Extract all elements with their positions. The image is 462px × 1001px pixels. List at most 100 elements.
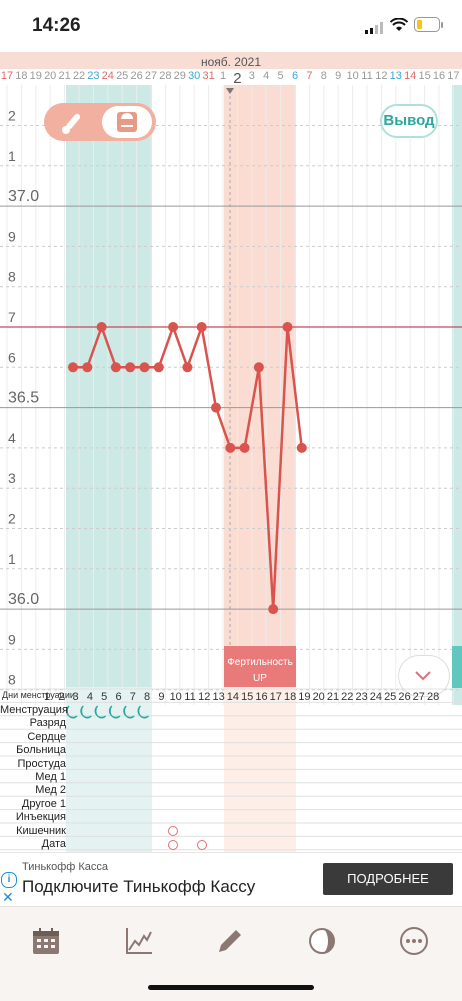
ad-more-button[interactable]: ПОДРОБНЕЕ bbox=[323, 863, 453, 895]
date-label[interactable]: 18 bbox=[15, 70, 28, 82]
date-label[interactable]: 5 bbox=[277, 70, 284, 82]
date-icon bbox=[197, 840, 207, 850]
date-label[interactable]: 7 bbox=[306, 70, 313, 82]
cycle-day-number: 5 bbox=[101, 691, 107, 703]
pencil-icon[interactable] bbox=[215, 926, 247, 958]
scale-icon[interactable] bbox=[115, 110, 139, 139]
thermometer-icon[interactable] bbox=[58, 109, 86, 142]
moon-phase-icon[interactable] bbox=[307, 926, 339, 958]
calendar-icon[interactable] bbox=[31, 926, 63, 958]
date-label[interactable]: 15 bbox=[418, 70, 431, 82]
cycle-day-number: 10 bbox=[170, 691, 182, 703]
temperature-point bbox=[182, 362, 193, 373]
cycle-day-number: 27 bbox=[413, 691, 425, 703]
date-label[interactable]: 31 bbox=[202, 70, 215, 82]
cycle-day-number: 21 bbox=[327, 691, 339, 703]
cycle-day-number: 8 bbox=[144, 691, 150, 703]
symptom-row-label: Мед 2 bbox=[35, 784, 66, 797]
date-label[interactable]: 22 bbox=[72, 70, 86, 82]
symptom-table[interactable]: 1 2 3 4 5 6 7 8 9 10 11 12 13 14 15 16 17 18 19 20 21 22 23 24 2… bbox=[0, 687, 462, 852]
chevron-down-icon[interactable] bbox=[415, 668, 431, 686]
date-label[interactable]: 23 bbox=[87, 70, 100, 82]
y-tick-label: 4 bbox=[8, 430, 16, 446]
date-label[interactable]: 17 bbox=[0, 70, 14, 82]
bowel-icon bbox=[168, 826, 178, 836]
date-label[interactable]: 26 bbox=[130, 70, 143, 82]
date-label[interactable]: 3 bbox=[248, 70, 255, 82]
cycle-day-number: 4 bbox=[87, 691, 93, 703]
today-marker bbox=[226, 88, 234, 94]
ad-headline: Подключите Тинькофф Кассу bbox=[22, 877, 256, 896]
date-label[interactable]: 24 bbox=[101, 70, 114, 82]
cycle-day-number: 23 bbox=[355, 691, 367, 703]
temperature-point bbox=[153, 362, 164, 373]
moon-icon bbox=[80, 705, 92, 719]
date-label[interactable]: 19 bbox=[29, 70, 42, 82]
temperature-point bbox=[211, 402, 221, 413]
menstruation-band bbox=[66, 85, 152, 705]
month-label: нояб. 2021 bbox=[200, 55, 262, 69]
y-tick-label: 2 bbox=[8, 511, 16, 527]
info-icon[interactable]: i bbox=[1, 872, 17, 888]
chart-icon[interactable] bbox=[124, 926, 156, 958]
symptom-row-label: Больница bbox=[16, 744, 66, 757]
date-label[interactable]: 1 bbox=[219, 70, 227, 82]
symptom-row-label: Дата bbox=[41, 838, 66, 850]
date-row[interactable] bbox=[0, 69, 462, 85]
output-button[interactable]: Вывод bbox=[380, 104, 438, 138]
y-tick-label: 9 bbox=[8, 631, 16, 647]
status-bar bbox=[0, 0, 462, 52]
symptom-row-label: Кишечник bbox=[16, 824, 66, 837]
cycle-day-number: 1 bbox=[44, 691, 50, 703]
temperature-point bbox=[253, 362, 264, 373]
date-label[interactable]: 14 bbox=[404, 70, 417, 82]
cycle-day-number: 19 bbox=[298, 691, 310, 703]
symptom-row-label: Другое 1 bbox=[21, 797, 66, 810]
temperature-point bbox=[168, 322, 179, 332]
date-label[interactable]: 25 bbox=[116, 70, 129, 82]
cycle-day-number: 24 bbox=[370, 691, 382, 703]
date-label[interactable]: 8 bbox=[320, 70, 327, 82]
date-label[interactable]: 20 bbox=[44, 70, 57, 82]
cycle-day-number: 18 bbox=[284, 691, 296, 703]
date-label[interactable]: 29 bbox=[173, 70, 186, 82]
teal-marker bbox=[452, 646, 462, 688]
date-label[interactable]: 10 bbox=[346, 70, 359, 82]
temperature-point bbox=[225, 442, 236, 453]
signal-icon bbox=[365, 21, 385, 39]
date-label[interactable]: 6 bbox=[291, 70, 299, 82]
date-label[interactable]: 16 bbox=[432, 70, 446, 82]
date-label[interactable]: 4 bbox=[263, 70, 270, 82]
date-label[interactable]: 28 bbox=[159, 70, 172, 82]
temperature-point bbox=[196, 322, 207, 332]
symptom-row-label: Разряд bbox=[29, 717, 66, 730]
date-label[interactable]: 2 bbox=[233, 70, 242, 87]
y-tick-label: 37.0 bbox=[8, 188, 39, 205]
cycle-days-label: Дни менструации bbox=[2, 690, 75, 700]
date-label[interactable]: 27 bbox=[144, 70, 158, 82]
date-label[interactable]: 13 bbox=[389, 70, 402, 82]
y-tick-label: 2 bbox=[8, 108, 16, 124]
wifi-icon bbox=[389, 17, 409, 37]
date-label[interactable]: 21 bbox=[58, 70, 71, 82]
y-tick-label: 6 bbox=[8, 349, 16, 365]
date-label[interactable]: 17 bbox=[447, 70, 460, 82]
y-tick-label: 8 bbox=[8, 269, 16, 285]
cycle-day-number: 2 bbox=[58, 691, 64, 703]
symptom-row-label: Менструация bbox=[0, 704, 68, 716]
symptom-row-label: Сердце bbox=[27, 730, 66, 743]
date-label[interactable]: 9 bbox=[335, 70, 342, 82]
ad-advertiser: Тинькофф Касса bbox=[22, 861, 109, 873]
moon-icon bbox=[108, 705, 121, 719]
cycle-day-number: 9 bbox=[158, 691, 164, 703]
date-label[interactable]: 12 bbox=[375, 70, 388, 82]
status-time: 14:26 bbox=[32, 15, 81, 36]
scroll-down-button[interactable] bbox=[398, 655, 450, 697]
date-label[interactable]: 11 bbox=[361, 70, 373, 82]
close-icon[interactable]: ✕ bbox=[2, 889, 14, 905]
more-icon[interactable] bbox=[399, 926, 431, 958]
cycle-day-number: 7 bbox=[130, 691, 136, 703]
date-label[interactable]: 30 bbox=[188, 70, 201, 82]
y-tick-label: 36.0 bbox=[8, 591, 39, 608]
